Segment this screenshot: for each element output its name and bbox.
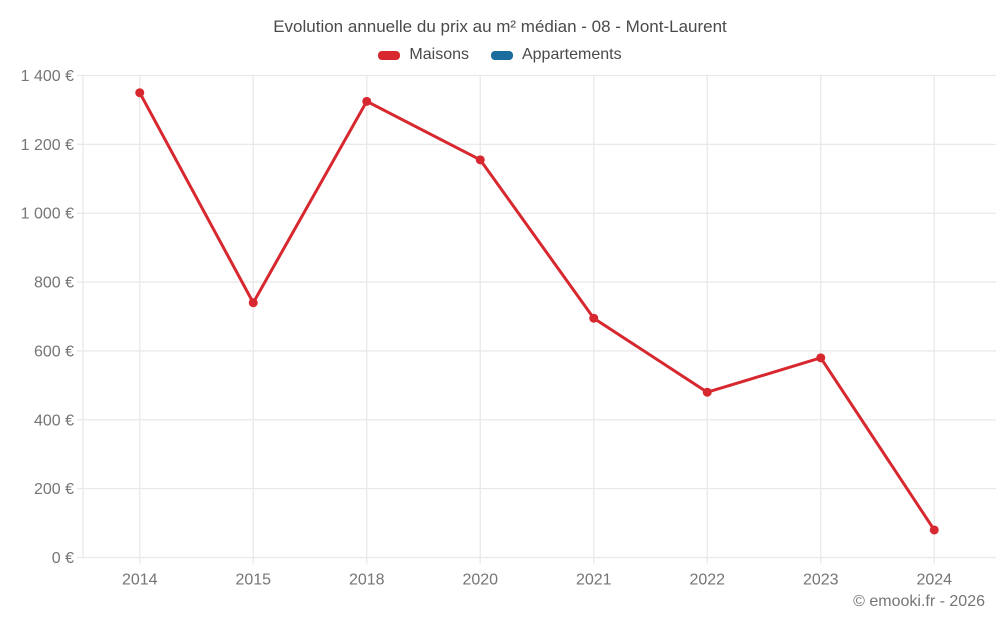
maisons-line (138, 91, 936, 532)
x-axis-label: 2023 (803, 572, 839, 589)
appartements-swatch-icon (490, 50, 513, 60)
y-axis-label: 0 € (52, 550, 74, 567)
y-axis-label: 800 € (34, 275, 74, 292)
y-axis-label: 400 € (34, 412, 74, 429)
maisons-data-point[interactable] (929, 525, 939, 535)
y-axis-label: 1 400 € (21, 68, 74, 85)
legend-item-appartements[interactable]: Appartements (490, 46, 622, 64)
y-axis-label: 200 € (34, 481, 74, 498)
y-axis-label: 1 200 € (21, 137, 74, 154)
legend-label-maisons: Maisons (409, 46, 469, 63)
legend-label-appartements: Appartements (521, 46, 622, 63)
maisons-data-point[interactable] (702, 387, 712, 397)
x-axis-label: 2018 (349, 572, 385, 589)
maisons-data-point[interactable] (475, 155, 485, 165)
x-axis-label: 2014 (122, 572, 158, 589)
x-axis-label: 2015 (235, 572, 271, 589)
y-axis-label: 1 000 € (21, 206, 74, 223)
x-axis-label: 2021 (576, 572, 612, 589)
chart-title: Evolution annuelle du prix au m² médian … (273, 17, 727, 36)
legend-item-maisons[interactable]: Maisons (378, 46, 469, 64)
maisons-data-point[interactable] (816, 353, 826, 363)
maisons-data-point[interactable] (135, 88, 145, 98)
maisons-data-point[interactable] (248, 298, 258, 308)
maisons-data-point[interactable] (589, 313, 599, 323)
copyright: © emooki.fr - 2026 (853, 593, 985, 610)
legend: Maisons Appartements (0, 46, 1000, 64)
maisons-swatch-icon (378, 50, 401, 60)
x-axis-label: 2024 (916, 572, 952, 589)
x-axis-label: 2020 (462, 572, 498, 589)
x-axis-label: 2022 (689, 572, 725, 589)
maisons-data-point[interactable] (362, 96, 372, 106)
y-axis-label: 600 € (34, 343, 74, 360)
